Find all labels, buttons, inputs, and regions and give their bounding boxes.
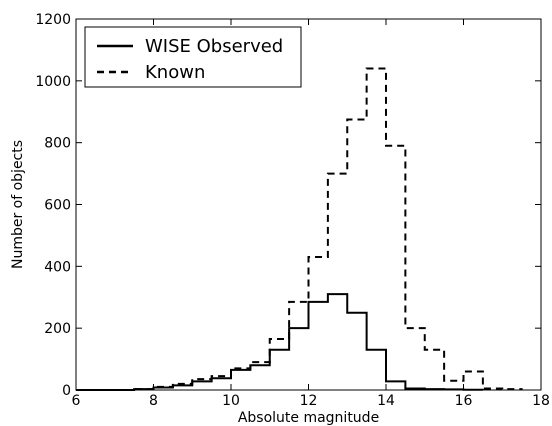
y-axis-label: Number of objects	[10, 140, 26, 269]
bin-mark	[464, 369, 483, 373]
series-2	[76, 66, 523, 391]
series-layer	[76, 66, 523, 391]
x-tick-label: 12	[300, 393, 318, 409]
x-axis-label: Absolute magnitude	[238, 410, 379, 426]
bin-mark	[173, 382, 192, 386]
bin-mark	[444, 379, 463, 383]
bin-mark	[270, 348, 289, 352]
axis-ticks: 6 8 10 12 14 16 18 0 200 400 600 800 1000 1200	[35, 12, 550, 409]
x-tick-label: 18	[532, 393, 550, 409]
bin-mark	[347, 117, 366, 121]
bin-mark	[367, 66, 386, 70]
bin-mark	[328, 172, 347, 176]
bin-mark	[212, 374, 231, 378]
x-tick-label: 6	[72, 393, 81, 409]
y-tick-label: 200	[44, 321, 71, 337]
series-step-line	[76, 293, 484, 391]
legend: WISE Observed Known	[84, 26, 302, 88]
bin-mark	[192, 377, 211, 381]
y-tick-label: 800	[44, 136, 71, 152]
bin-mark	[154, 385, 173, 389]
y-tick-label: 600	[44, 198, 71, 214]
legend-label: WISE Observed	[145, 36, 283, 57]
bin-mark	[309, 255, 328, 259]
bin-mark	[347, 311, 366, 315]
legend-label: Known	[145, 62, 205, 83]
bin-mark	[405, 326, 424, 330]
x-tick-label: 14	[377, 393, 395, 409]
bin-mark	[231, 366, 250, 370]
x-tick-label: 8	[149, 393, 158, 409]
bin-mark	[386, 379, 405, 383]
legend-box	[84, 26, 302, 88]
bin-mark	[309, 300, 328, 304]
bin-mark	[367, 348, 386, 352]
bin-mark	[425, 348, 444, 352]
bin-mark	[270, 337, 289, 341]
bin-mark	[250, 360, 269, 364]
series-1	[76, 292, 484, 391]
bin-mark	[289, 300, 308, 304]
y-tick-label: 1200	[35, 12, 71, 28]
y-tick-label: 1000	[35, 74, 71, 90]
y-tick-label: 0	[62, 383, 71, 399]
bin-mark	[386, 144, 405, 148]
bin-mark	[289, 326, 308, 330]
x-tick-label: 16	[455, 393, 473, 409]
y-tick-label: 400	[44, 259, 71, 275]
bin-mark	[444, 387, 463, 391]
series-step-line	[76, 67, 523, 391]
bin-mark	[328, 292, 347, 296]
x-tick-label: 10	[222, 393, 240, 409]
